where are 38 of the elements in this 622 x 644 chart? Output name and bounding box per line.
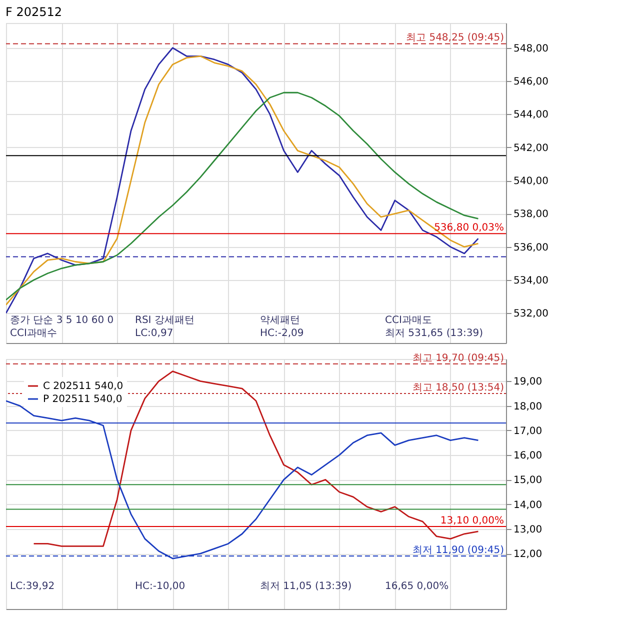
y-tick-label: 546,00: [514, 76, 548, 88]
chart-title: F 202512: [6, 5, 62, 19]
annotation: RSI 강세패턴: [135, 315, 194, 326]
annotation: 최저 11,05 (13:39): [260, 581, 352, 592]
y-tick-label: 14,00: [514, 500, 542, 511]
annotation: CCI과매수: [10, 328, 57, 339]
annotation: 약세패턴: [260, 315, 300, 326]
y-tick-label: 16,00: [514, 450, 542, 462]
y-tick-label: 538,00: [514, 209, 548, 220]
ref-line-label: 최고 18,50 (13:54): [412, 382, 504, 394]
y-tick-label: 544,00: [514, 110, 548, 121]
legend-label: P 202511 540,0: [43, 394, 122, 405]
annotation: HC:-2,09: [260, 328, 304, 339]
ref-line-label: 536,80 0,03%: [434, 222, 504, 234]
ref-line-label: 최고 548,25 (09:45): [406, 32, 504, 44]
ref-line-label: 최고 19,70 (09:45): [412, 352, 504, 364]
annotation: LC:39,92: [10, 581, 55, 592]
ref-line-label: 최저 11,90 (09:45): [412, 545, 504, 556]
ref-line-label: 13,10 0,00%: [440, 515, 504, 526]
y-tick-label: 18,00: [514, 401, 542, 412]
annotation: 16,65 0,00%: [385, 581, 449, 592]
y-tick-label: 15,00: [514, 475, 542, 486]
annotation: 최저 531,65 (13:39): [385, 328, 484, 339]
legend-label: C 202511 540,0: [43, 381, 124, 392]
annotation: CCI과매도: [385, 315, 432, 326]
y-tick-label: 17,00: [514, 426, 542, 437]
y-tick-label: 532,00: [514, 308, 548, 320]
y-tick-label: 536,00: [514, 242, 548, 254]
y-tick-label: 534,00: [514, 275, 548, 286]
y-tick-label: 19,00: [514, 376, 542, 388]
y-tick-label: 548,00: [514, 43, 548, 54]
y-tick-label: 542,00: [514, 142, 548, 154]
y-tick-label: 13,00: [514, 524, 542, 536]
annotation: LC:0,97: [135, 328, 174, 339]
y-tick-label: 540,00: [514, 176, 548, 188]
annotation: 종가 단순 3 5 10 60 0: [10, 315, 114, 326]
y-tick-label: 12,00: [514, 549, 542, 560]
annotation: HC:-10,00: [135, 581, 186, 592]
